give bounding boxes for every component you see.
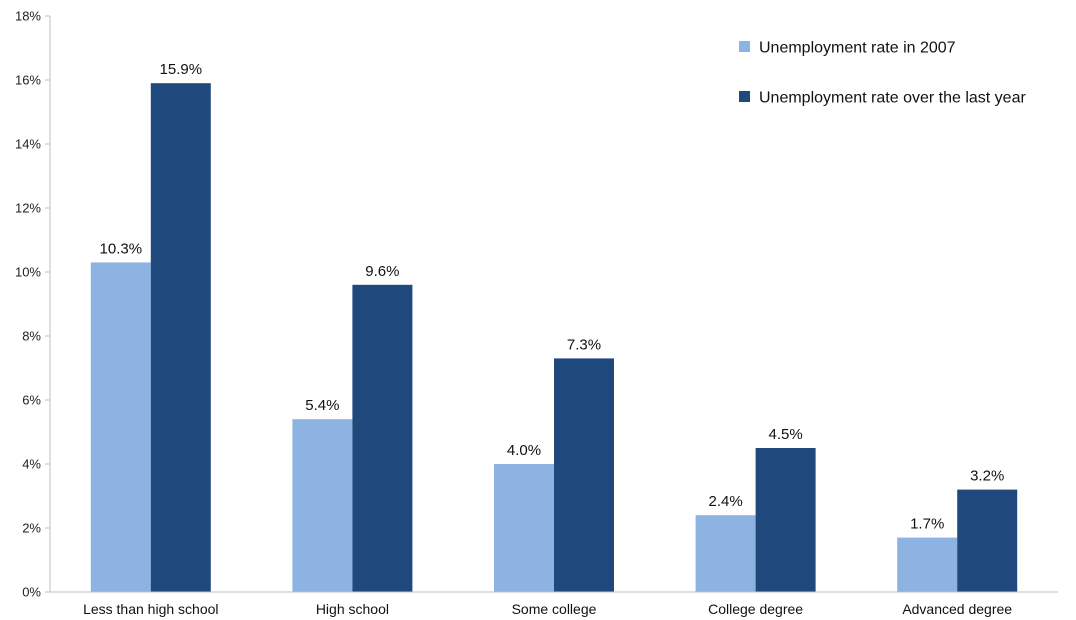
y-tick-label: 14% — [15, 137, 41, 152]
legend-swatch — [739, 41, 750, 52]
bar — [494, 464, 554, 592]
bar — [90, 262, 151, 592]
bar — [957, 489, 1018, 592]
y-tick-label: 12% — [15, 201, 41, 216]
legend-label: Unemployment rate in 2007 — [759, 40, 956, 57]
y-tick-label: 6% — [22, 393, 41, 408]
bar-value-label: 2.4% — [708, 493, 742, 510]
y-tick-label: 0% — [22, 585, 41, 600]
bar-value-label: 1.7% — [910, 516, 944, 533]
category-label: Less than high school — [83, 601, 218, 617]
y-tick-label: 16% — [15, 73, 41, 88]
bar-value-label: 4.0% — [507, 442, 541, 459]
bar-value-label: 5.4% — [305, 397, 339, 414]
bar-value-label: 15.9% — [160, 61, 203, 78]
y-tick-label: 18% — [15, 9, 41, 24]
bar — [150, 83, 211, 592]
x-axis: Less than high school High school Some col… — [50, 591, 1058, 617]
bar — [755, 448, 816, 592]
y-tick-label: 10% — [15, 265, 41, 280]
bar-value-label: 7.3% — [567, 336, 601, 353]
category-label: Advanced degree — [902, 601, 1012, 617]
y-tick-label: 4% — [22, 457, 41, 472]
category-label: Some college — [512, 601, 597, 617]
bar — [292, 419, 353, 592]
bar-value-label: 3.2% — [970, 468, 1004, 485]
y-tick-label: 8% — [22, 329, 41, 344]
bar-value-label: 10.3% — [100, 240, 143, 257]
legend: Unemployment rate in 2007 Unemployment ra… — [739, 40, 1026, 107]
bar — [897, 537, 958, 592]
bar-value-label: 4.5% — [768, 426, 802, 443]
bar — [352, 284, 413, 592]
bars — [90, 83, 1018, 592]
y-axis: 0% 2% 4% 6% 8% 10% 12% 14% 16% 18% — [15, 9, 51, 600]
legend-label: Unemployment rate over the last year — [759, 90, 1026, 107]
data-labels: 10.3% 15.9% 5.4% 9.6% 4.0% 7.3% 2.4% 4.5% 1.7% 3.… — [100, 61, 1005, 532]
category-label: High school — [316, 601, 389, 617]
bar — [554, 358, 614, 592]
bar — [695, 515, 756, 592]
y-tick-label: 2% — [22, 521, 41, 536]
category-label: College degree — [708, 601, 803, 617]
legend-swatch — [739, 91, 750, 102]
bar-value-label: 9.6% — [365, 263, 399, 280]
